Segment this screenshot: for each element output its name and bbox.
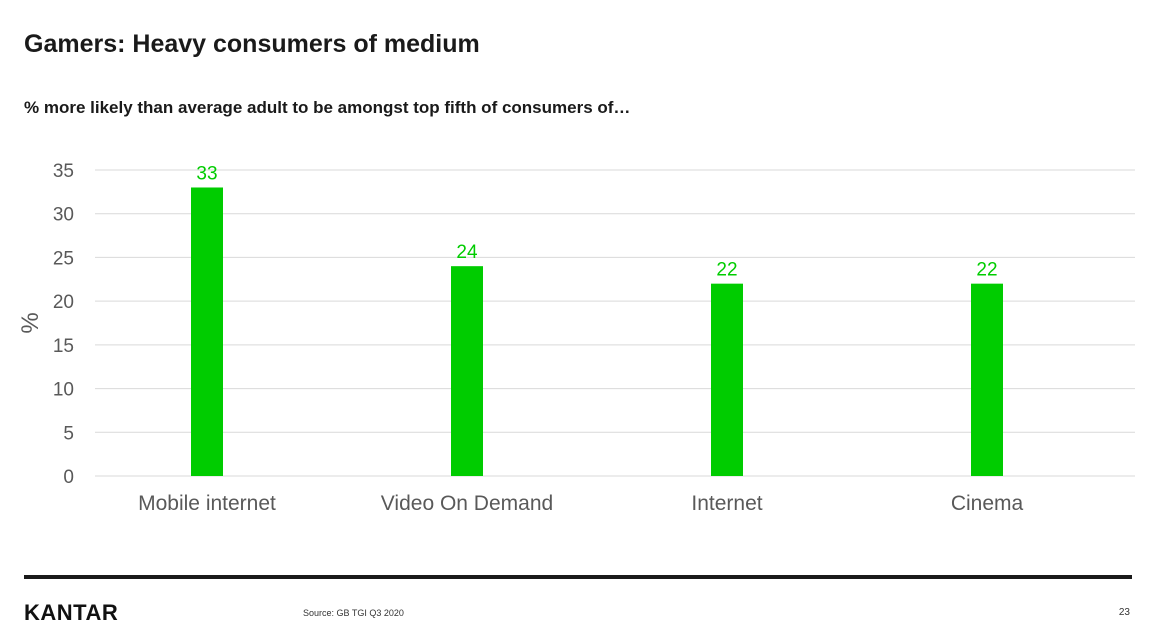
bar — [971, 283, 1003, 476]
data-label: 24 — [456, 242, 478, 263]
y-tick-label: 0 — [63, 467, 74, 488]
bars — [191, 187, 1003, 476]
data-labels: 33 24 22 22 — [196, 163, 997, 280]
page-title: Gamers: Heavy consumers of medium — [24, 30, 480, 58]
gridlines — [95, 169, 1135, 477]
y-tick-label: 35 — [53, 161, 74, 182]
y-axis-label: % — [17, 312, 44, 333]
source-note: Source: GB TGI Q3 2020 — [303, 608, 404, 618]
x-tick-label: Internet — [691, 492, 762, 515]
y-tick-label: 15 — [53, 336, 74, 357]
bar — [451, 266, 483, 476]
footer-divider — [24, 575, 1132, 579]
page-number: 23 — [1118, 607, 1130, 618]
x-tick-label: Video On Demand — [381, 492, 553, 515]
y-tick-label: 30 — [53, 205, 74, 226]
bar — [191, 187, 223, 476]
chart-subtitle: % more likely than average adult to be a… — [24, 98, 631, 117]
x-tick-label: Cinema — [951, 492, 1024, 515]
y-tick-label: 5 — [63, 423, 74, 444]
kantar-logo: KANTAR — [24, 600, 119, 625]
y-tick-label: 10 — [53, 380, 74, 401]
bar-chart: 0 5 10 15 20 25 30 35 % 33 24 22 22 Mobile interne… — [17, 161, 1135, 515]
x-tick-label: Mobile internet — [138, 492, 276, 515]
bar — [711, 283, 743, 476]
data-label: 22 — [716, 260, 737, 281]
x-axis-ticks: Mobile internet Video On Demand Internet Ci… — [138, 492, 1023, 515]
y-tick-label: 25 — [53, 248, 74, 269]
data-label: 33 — [196, 163, 217, 184]
data-label: 22 — [976, 260, 997, 281]
y-tick-label: 20 — [53, 292, 74, 313]
y-axis-ticks: 0 5 10 15 20 25 30 35 — [53, 161, 74, 488]
